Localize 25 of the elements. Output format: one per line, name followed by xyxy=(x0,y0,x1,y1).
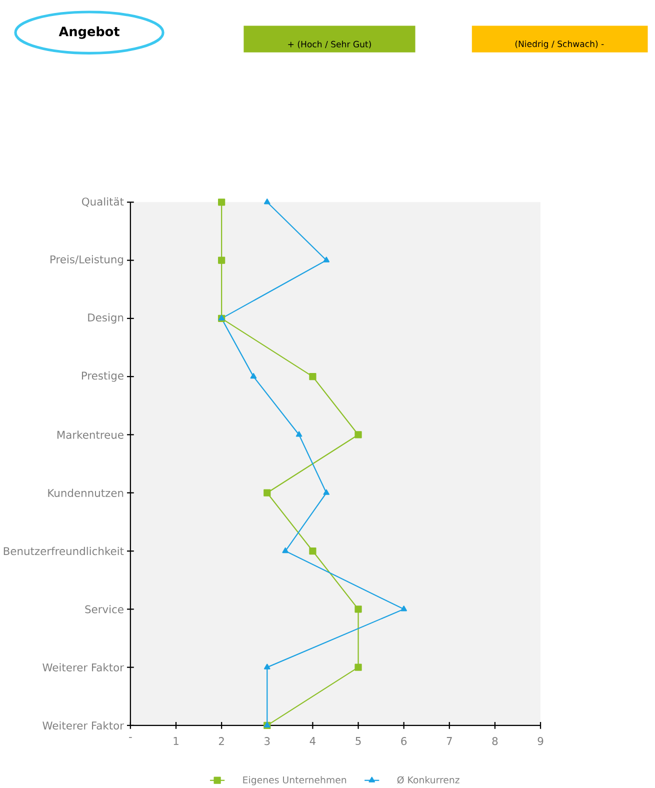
legend-label: Ø Konkurrenz xyxy=(398,776,460,784)
x-tick-label: 9 xyxy=(538,737,544,746)
x-tick-label: 6 xyxy=(401,737,407,746)
x-tick-label: 3 xyxy=(264,737,270,746)
x-tick-label: 4 xyxy=(310,737,316,745)
chart-title: Angebot xyxy=(59,26,120,39)
y-tick-label: Service xyxy=(85,605,124,614)
y-tick-label: Kundennutzen xyxy=(48,488,124,497)
y-tick-label: Weiterer Faktor xyxy=(42,721,124,730)
text: (Niedrig / Schwach) - xyxy=(516,40,604,49)
y-tick-label: Prestige xyxy=(82,371,124,382)
y-tick-label: Markentreue xyxy=(58,430,124,439)
x-tick-label: - xyxy=(129,737,132,738)
y-tick-label: Preis/Leistung xyxy=(50,255,124,266)
y-tick-label: Qualität xyxy=(82,197,124,207)
x-tick-label: 7 xyxy=(447,737,452,745)
x-tick-label: 8 xyxy=(492,737,498,746)
x-tick-label: 5 xyxy=(356,737,361,745)
y-tick-label: Design xyxy=(88,313,124,324)
y-tick-label: Benutzerfreundlichkeit xyxy=(4,546,124,556)
text: + (Hoch / Sehr Gut) xyxy=(288,40,372,48)
x-tick-label: 1 xyxy=(174,737,179,745)
x-tick-label: 2 xyxy=(219,737,224,745)
y-tick-label: Weiterer Faktor xyxy=(42,663,124,672)
legend-label: Eigenes Unternehmen xyxy=(243,776,346,786)
